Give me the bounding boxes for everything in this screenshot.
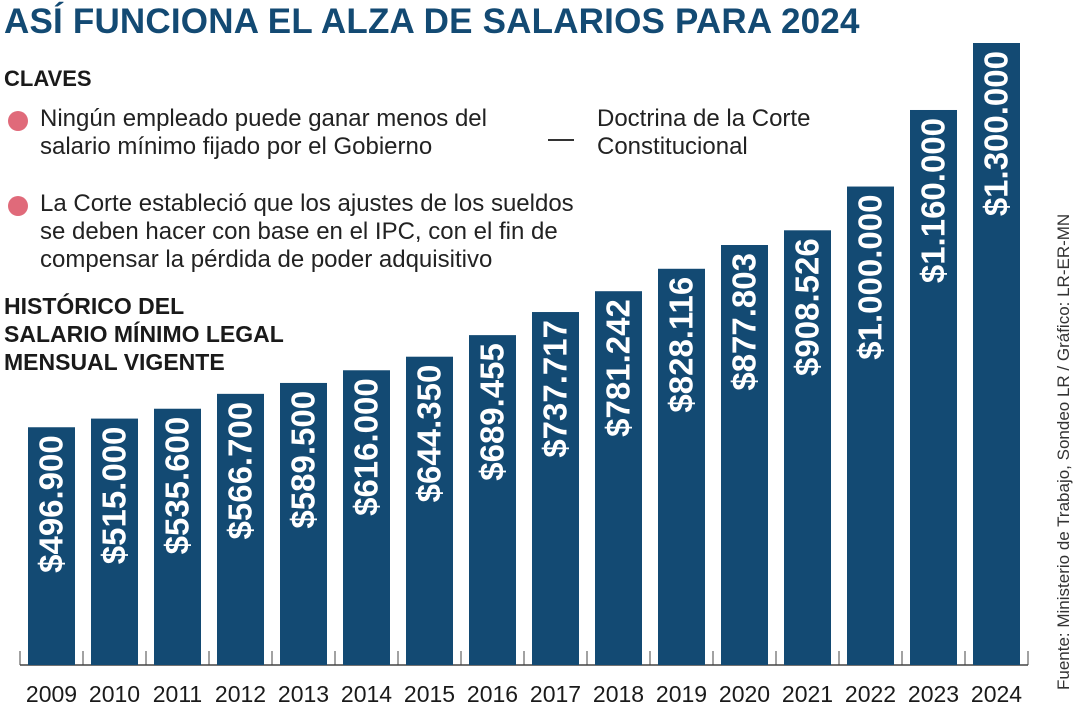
clave-item-2: La Corte estableció que los ajustes de l…	[8, 190, 574, 274]
x-tick-label: 2019	[656, 681, 707, 707]
bar-value-label: $781.242	[600, 299, 637, 437]
x-tick-label: 2014	[341, 681, 392, 707]
bar-value-label: $515.000	[96, 427, 133, 565]
bar-2021	[784, 230, 831, 666]
bar-2009	[28, 427, 75, 665]
x-tick-label: 2011	[153, 681, 202, 707]
bar-value-label: $908.526	[789, 238, 826, 376]
bar-2014	[343, 370, 390, 665]
x-tick-label: 2015	[404, 681, 455, 707]
bar-value-label: $535.600	[159, 417, 196, 555]
clave-source-note: Doctrina de la Corte Constitucional	[597, 105, 811, 160]
x-tick-label: 2013	[278, 681, 329, 707]
bullet-dot-icon	[8, 196, 28, 216]
bar-value-label: $1.300.000	[978, 51, 1015, 216]
bar-2010	[91, 418, 138, 665]
bar-2024	[973, 43, 1020, 665]
bar-2023	[910, 109, 957, 665]
clave-item-2-text: La Corte estableció que los ajustes de l…	[40, 190, 574, 273]
x-tick-label: 2023	[908, 681, 959, 707]
x-tick-label: 2012	[215, 681, 266, 707]
bar-2018	[595, 291, 642, 665]
bar-value-label: $616.000	[348, 378, 385, 516]
x-tick-label: 2016	[467, 681, 518, 707]
bar-value-label: $689.455	[474, 343, 511, 481]
bar-value-label: $644.350	[411, 365, 448, 503]
x-tick-label: 2022	[845, 681, 896, 707]
bar-value-label: $737.717	[537, 320, 574, 458]
x-tick-label: 2024	[971, 681, 1022, 707]
x-tick-label: 2018	[593, 681, 644, 707]
bar-value-label: $566.700	[222, 402, 259, 540]
source-credit: Fuente: Ministerio de Trabajo, Sondeo LR…	[1054, 213, 1073, 690]
bar-value-label: $589.500	[285, 391, 322, 529]
bullet-dot-icon	[8, 111, 28, 131]
bar-value-label: $1.160.000	[915, 118, 952, 283]
bar-value-label: $877.803	[726, 253, 763, 391]
chart-subtitle: HISTÓRICO DEL SALARIO MÍNIMO LEGAL MENSU…	[4, 293, 284, 375]
clave-item-1: Ningún empleado puede ganar menos del sa…	[8, 105, 487, 161]
bar-2011	[154, 408, 201, 665]
bar-value-label: $828.116	[663, 277, 700, 413]
bar-2020	[721, 245, 768, 666]
x-tick-label: 2021	[782, 681, 833, 707]
bar-2012	[217, 393, 264, 665]
dash-separator	[548, 139, 574, 141]
x-tick-label: 2020	[719, 681, 770, 707]
x-tick-label: 2017	[530, 681, 581, 707]
bar-2017	[532, 312, 579, 665]
bar-value-label: $1.000.000	[852, 195, 889, 360]
bar-value-label: $496.900	[33, 435, 70, 573]
bar-2019	[658, 268, 705, 665]
clave-item-1-text: Ningún empleado puede ganar menos del sa…	[40, 105, 487, 160]
claves-heading: CLAVES	[4, 66, 92, 91]
bar-2022	[847, 186, 894, 666]
bar-2013	[280, 382, 327, 665]
x-tick-label: 2009	[26, 681, 77, 707]
bar-2016	[469, 335, 516, 665]
x-tick-label: 2010	[89, 681, 140, 707]
chart-title: ASÍ FUNCIONA EL ALZA DE SALARIOS PARA 20…	[4, 2, 860, 41]
bar-2015	[406, 356, 453, 665]
